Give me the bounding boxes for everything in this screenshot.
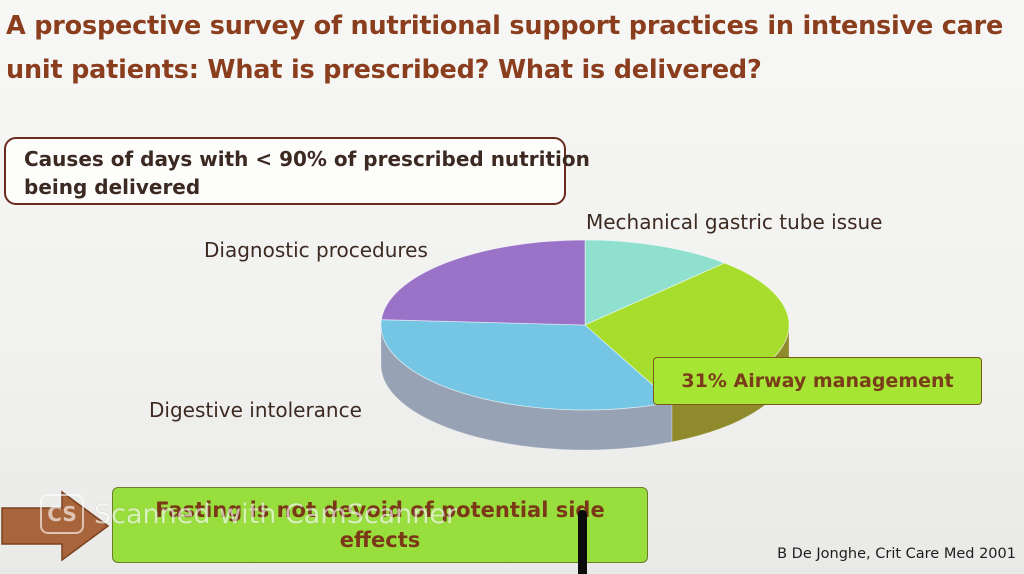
- laser-pointer-stand: [578, 510, 587, 574]
- slice-label-mechanical-gastric-tube-issue: Mechanical gastric tube issue: [586, 210, 882, 234]
- fasting-line-1: Fasting is not devoid of potential side: [113, 495, 647, 525]
- right-arrow-icon: [0, 490, 110, 562]
- slice-label-diagnostic-procedures: Diagnostic procedures: [204, 238, 428, 262]
- fasting-line-2: effects: [113, 525, 647, 555]
- airway-management-callout: 31% Airway management: [653, 357, 982, 405]
- slice-label-digestive-intolerance: Digestive intolerance: [149, 398, 362, 422]
- fasting-note-box: Fasting is not devoid of potential side …: [112, 487, 648, 563]
- citation: B De Jonghe, Crit Care Med 2001: [777, 546, 1016, 562]
